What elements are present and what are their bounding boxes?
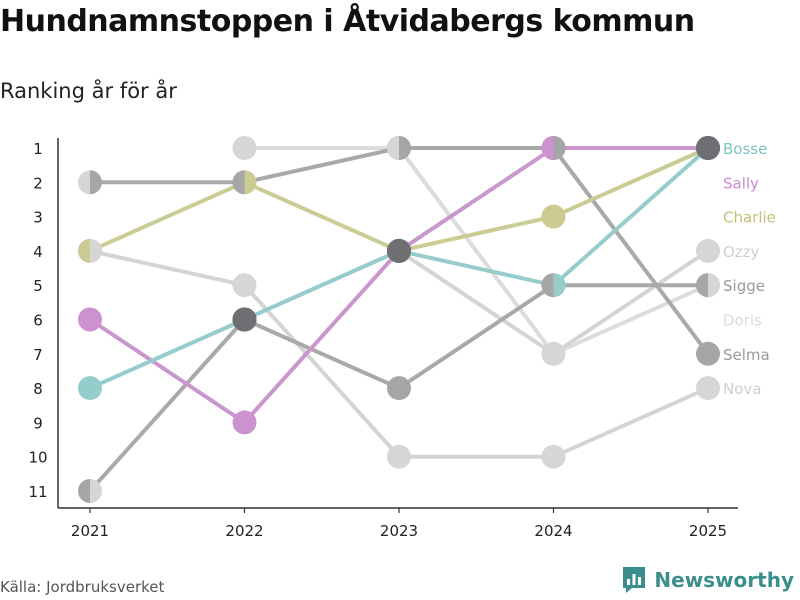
- marker-selma-2023[interactable]: [387, 136, 411, 160]
- end-label-doris: Doris: [723, 312, 762, 330]
- marker-nova-2022[interactable]: [232, 273, 257, 298]
- series-lines: [88, 146, 710, 493]
- chart-axes: 2021 2022 2023 2024 2025 1 2 3 4 5 6 7 8 9 10 11: [28, 138, 738, 540]
- marker-doris-2022[interactable]: [232, 136, 257, 160]
- marker-sigge-2025[interactable]: [696, 273, 720, 298]
- y-tick-label: 9: [33, 414, 43, 432]
- y-tick-label: 4: [33, 243, 43, 261]
- marker-ozzy-2025[interactable]: [696, 238, 720, 263]
- marker-ozzy-2024[interactable]: [541, 341, 566, 366]
- marker-bosse-2021[interactable]: [78, 376, 102, 401]
- marker-charlie-2024[interactable]: [541, 204, 566, 229]
- end-label-nova: Nova: [723, 380, 761, 398]
- series-line-nova[interactable]: [88, 248, 710, 459]
- marker-sally-2022[interactable]: [232, 410, 257, 435]
- marker-charlie-2022[interactable]: [232, 170, 257, 195]
- marker-sally-2024[interactable]: [541, 136, 566, 160]
- series-markers: [78, 136, 720, 503]
- end-label-sally: Sally: [723, 174, 759, 192]
- y-tick-label: 7: [33, 346, 43, 364]
- marker-bosse-2022[interactable]: [232, 307, 257, 332]
- y-tick-label: 2: [33, 174, 43, 192]
- end-label-bosse: Bosse: [723, 140, 767, 158]
- marker-selma-2025[interactable]: [696, 341, 720, 366]
- y-tick-label: 11: [28, 483, 47, 501]
- newsworthy-logo-icon: [623, 567, 646, 593]
- brand[interactable]: Newsworthy: [622, 566, 794, 594]
- x-tick-label: 2021: [71, 522, 109, 540]
- marker-bosse-2023[interactable]: [387, 238, 411, 263]
- chart-subtitle: Ranking år för år: [0, 79, 177, 103]
- marker-nova-2024[interactable]: [541, 444, 566, 469]
- marker-selma-2021[interactable]: [78, 170, 102, 195]
- marker-sigge-2023[interactable]: [387, 376, 411, 401]
- x-tick-label: 2024: [534, 522, 572, 540]
- marker-nova-2023[interactable]: [387, 444, 411, 469]
- x-tick-label: 2022: [225, 522, 263, 540]
- marker-bosse-2025[interactable]: [696, 136, 720, 160]
- marker-charlie-2021[interactable]: [78, 238, 102, 263]
- marker-sally-2021[interactable]: [78, 307, 102, 332]
- y-tick-label: 8: [33, 380, 43, 398]
- y-tick-label: 5: [33, 277, 43, 295]
- end-label-selma: Selma: [723, 346, 770, 364]
- marker-bosse-2024[interactable]: [541, 273, 566, 298]
- end-label-sigge: Sigge: [723, 277, 765, 295]
- y-tick-label: 3: [33, 209, 43, 227]
- chart-title: Hundnamnstoppen i Åtvidabergs kommun: [0, 4, 695, 39]
- y-tick-label: 10: [28, 449, 47, 467]
- y-tick-label: 1: [33, 140, 43, 158]
- series-line-doris[interactable]: [242, 146, 710, 356]
- end-label-charlie: Charlie: [723, 209, 776, 227]
- x-tick-label: 2023: [380, 522, 418, 540]
- source-note: Källa: Jordbruksverket: [0, 578, 165, 596]
- y-tick-label: 6: [33, 312, 43, 330]
- end-labels: Bosse Sally Charlie Ozzy Sigge Doris Selma Nova: [723, 140, 776, 398]
- brand-name: Newsworthy: [654, 568, 794, 592]
- x-tick-label: 2025: [689, 522, 727, 540]
- marker-sigge-2021[interactable]: [78, 479, 102, 503]
- marker-nova-2025[interactable]: [696, 376, 720, 401]
- series-line-charlie[interactable]: [88, 146, 710, 253]
- end-label-ozzy: Ozzy: [723, 243, 760, 261]
